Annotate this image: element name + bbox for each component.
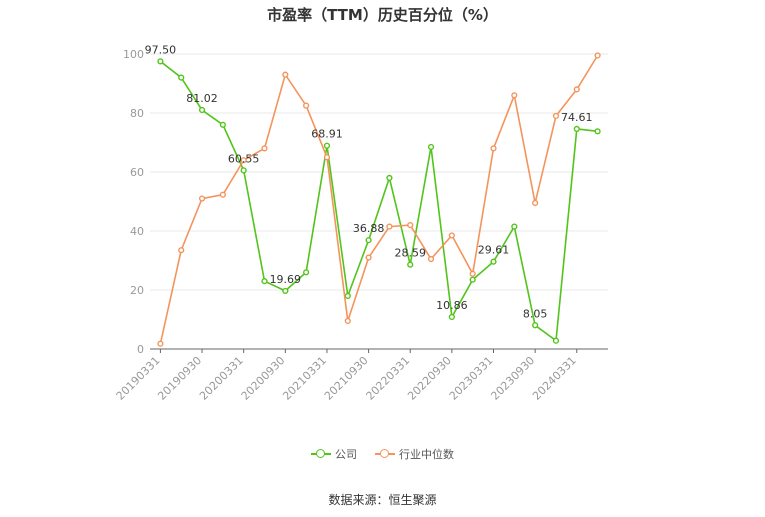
- x-tick-label: 20230930: [488, 354, 537, 403]
- legend-label-company: 公司: [335, 448, 357, 461]
- data-point-company: [261, 278, 268, 285]
- data-point-company: [469, 276, 476, 283]
- data-label-company: 28.59: [394, 247, 426, 260]
- grid-layer: [150, 53, 608, 291]
- x-tick-label: 20210930: [322, 354, 371, 403]
- data-point-industry: [532, 199, 539, 207]
- y-tick-label: 40: [130, 225, 144, 238]
- data-point-company: [427, 143, 435, 151]
- data-point-industry: [552, 112, 560, 120]
- data-label-company: 36.88: [353, 222, 385, 235]
- data-point-industry: [198, 195, 206, 202]
- data-point-industry: [282, 71, 289, 78]
- data-point-industry: [511, 92, 518, 99]
- data-label-company: 19.69: [270, 273, 302, 286]
- x-tick-label: 20210331: [280, 354, 329, 403]
- data-point-industry: [178, 247, 185, 254]
- data-point-company: [323, 142, 331, 149]
- x-tick-label: 20220331: [364, 354, 413, 403]
- data-point-industry: [469, 270, 476, 277]
- data-point-company: [303, 269, 310, 276]
- y-tick-label: 0: [137, 343, 144, 356]
- data-point-industry: [427, 255, 435, 263]
- data-point-industry: [240, 157, 247, 164]
- data-point-industry: [594, 52, 601, 59]
- x-tick-label: 20200331: [197, 354, 246, 403]
- data-point-company: [198, 106, 206, 114]
- data-point-company: [240, 167, 247, 174]
- data-point-company: [532, 322, 539, 329]
- y-tick-label: 80: [130, 107, 144, 120]
- data-point-company: [407, 261, 414, 268]
- data-label-company: 81.02: [186, 92, 218, 105]
- y-tick-label: 100: [123, 48, 144, 61]
- data-point-industry: [365, 254, 372, 261]
- data-point-industry: [219, 191, 226, 198]
- x-tick-label: 20200930: [239, 354, 288, 403]
- data-point-company: [344, 292, 351, 300]
- data-point-industry: [490, 145, 497, 152]
- data-label-company: 97.50: [145, 43, 177, 56]
- x-tick-label: 20240331: [530, 354, 579, 403]
- series-line-company: [159, 60, 598, 343]
- data-point-industry: [344, 317, 351, 325]
- data-label-company: 10.86: [436, 299, 468, 312]
- y-tick-label: 20: [130, 284, 144, 297]
- x-tick-label: 20220930: [405, 354, 454, 403]
- data-point-company: [365, 237, 372, 244]
- series-layer: [157, 52, 601, 347]
- x-tick-label: 20230331: [447, 354, 496, 403]
- data-point-industry: [303, 102, 310, 109]
- legend: 公司 行业中位数: [0, 446, 765, 462]
- legend-item-industry[interactable]: 行业中位数: [375, 446, 454, 462]
- data-label-company: 29.61: [478, 244, 510, 257]
- data-point-company: [573, 125, 580, 133]
- data-point-company: [552, 337, 560, 344]
- data-point-company: [282, 287, 289, 295]
- series-line-industry: [159, 55, 599, 344]
- legend-label-industry: 行业中位数: [399, 448, 454, 461]
- line-chart: 0 20 40 60 80 100 2019033120190930202003312020…: [114, 43, 608, 403]
- chart-title: 市盈率（TTM）历史百分位（%）: [267, 6, 498, 24]
- data-label-company: 74.61: [561, 111, 593, 124]
- data-point-company: [490, 258, 497, 265]
- data-point-industry: [407, 222, 414, 229]
- source-note: 数据来源：恒生聚源: [328, 493, 437, 507]
- data-point-industry: [448, 232, 455, 239]
- data-point-industry: [323, 154, 331, 161]
- data-point-company: [511, 223, 518, 230]
- data-label-company: 68.91: [311, 128, 343, 141]
- data-point-industry: [157, 340, 164, 347]
- data-point-industry: [386, 223, 393, 230]
- data-point-industry: [261, 145, 268, 152]
- data-label-company: 8.05: [523, 307, 548, 320]
- data-point-company: [594, 128, 601, 135]
- x-tick-label: 20190930: [155, 354, 204, 403]
- data-label-layer: 97.50 81.02 60.55 19.69 68.91 36.88 28.59 10.86…: [145, 43, 593, 320]
- data-point-company: [157, 58, 164, 65]
- data-point-company: [386, 174, 393, 182]
- data-point-company: [448, 313, 455, 321]
- data-point-industry: [573, 86, 580, 93]
- x-tick-label: 20190331: [114, 354, 163, 403]
- legend-swatch-industry: [375, 449, 395, 459]
- legend-item-company[interactable]: 公司: [311, 446, 357, 462]
- data-point-company: [178, 74, 185, 81]
- data-label-company: 60.55: [228, 152, 260, 165]
- y-tick-label: 60: [130, 166, 144, 179]
- data-point-company: [219, 121, 226, 128]
- legend-swatch-company: [311, 449, 331, 459]
